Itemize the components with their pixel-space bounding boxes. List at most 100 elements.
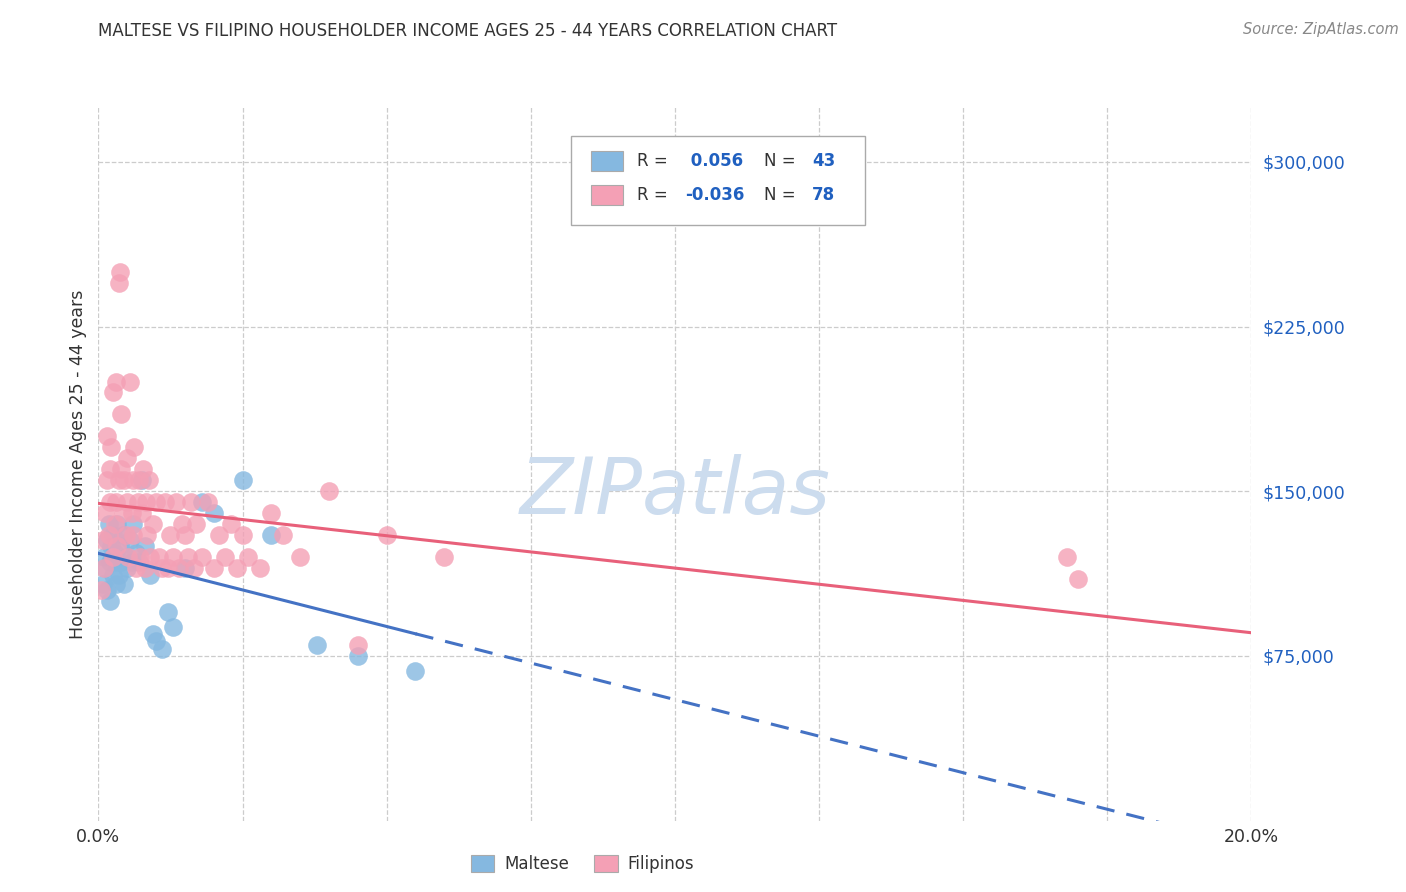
Point xyxy=(101,550,124,565)
Point xyxy=(1067,572,1090,586)
Point xyxy=(110,555,132,569)
Point xyxy=(162,620,184,634)
Point xyxy=(150,642,173,657)
Point xyxy=(117,561,138,575)
Point xyxy=(122,528,145,542)
Point xyxy=(180,495,202,509)
Point xyxy=(177,550,200,565)
Point xyxy=(100,441,122,455)
Point xyxy=(260,528,283,542)
Point xyxy=(125,546,148,560)
Point xyxy=(110,462,132,476)
Point xyxy=(122,517,145,532)
Point xyxy=(107,276,129,290)
Point xyxy=(122,473,145,487)
Point xyxy=(148,550,170,565)
Point xyxy=(208,528,231,542)
Point xyxy=(107,473,129,487)
Point xyxy=(318,484,340,499)
Point xyxy=(238,550,260,565)
Point xyxy=(96,583,118,598)
Point xyxy=(197,495,219,509)
Point xyxy=(150,561,173,575)
Point xyxy=(202,506,225,520)
Point xyxy=(138,473,160,487)
Point xyxy=(110,539,132,553)
Point xyxy=(101,567,124,582)
Point xyxy=(101,385,124,400)
Point xyxy=(94,561,117,575)
Text: -0.036: -0.036 xyxy=(685,186,745,203)
Point xyxy=(105,517,128,532)
Point xyxy=(1056,550,1078,565)
Point xyxy=(91,576,114,591)
Point xyxy=(136,528,159,542)
Point xyxy=(115,528,138,542)
Point xyxy=(127,495,149,509)
Point xyxy=(165,495,187,509)
Text: R =: R = xyxy=(637,186,668,203)
Point xyxy=(111,528,134,542)
Point xyxy=(100,539,122,553)
Point xyxy=(183,561,205,575)
Text: N =: N = xyxy=(763,186,796,203)
Point xyxy=(231,528,254,542)
Point xyxy=(90,583,112,598)
Text: MALTESE VS FILIPINO HOUSEHOLDER INCOME AGES 25 - 44 YEARS CORRELATION CHART: MALTESE VS FILIPINO HOUSEHOLDER INCOME A… xyxy=(98,22,838,40)
Text: 43: 43 xyxy=(813,152,835,169)
Point xyxy=(96,473,118,487)
Point xyxy=(375,528,398,542)
Point xyxy=(98,555,121,569)
Point xyxy=(98,462,121,476)
Point xyxy=(156,561,179,575)
FancyBboxPatch shape xyxy=(591,151,623,170)
Point xyxy=(132,462,155,476)
Point xyxy=(110,408,132,422)
Point xyxy=(103,517,125,532)
Point xyxy=(307,638,329,652)
Point xyxy=(142,517,165,532)
Point xyxy=(128,555,150,569)
Point xyxy=(249,561,271,575)
Point xyxy=(94,506,117,520)
Point xyxy=(142,627,165,641)
Point xyxy=(93,550,115,565)
Point xyxy=(219,517,242,532)
Point xyxy=(131,473,153,487)
Point xyxy=(156,605,179,619)
Point xyxy=(186,517,208,532)
Text: ZIPatlas: ZIPatlas xyxy=(519,454,831,531)
Point xyxy=(433,550,456,565)
Point xyxy=(346,638,368,652)
Point xyxy=(104,555,127,569)
Point xyxy=(260,506,283,520)
Y-axis label: Householder Income Ages 25 - 44 years: Householder Income Ages 25 - 44 years xyxy=(69,289,87,639)
Point xyxy=(153,495,176,509)
Point xyxy=(117,495,138,509)
Point xyxy=(111,506,134,520)
Point xyxy=(162,550,184,565)
Legend: Maltese, Filipinos: Maltese, Filipinos xyxy=(464,848,702,880)
Point xyxy=(122,441,145,455)
Text: 78: 78 xyxy=(813,186,835,203)
Point xyxy=(214,550,236,565)
Point xyxy=(120,533,142,547)
Point xyxy=(134,561,156,575)
Point xyxy=(96,429,118,443)
Text: 0.056: 0.056 xyxy=(685,152,744,169)
Point xyxy=(139,550,162,565)
Point xyxy=(103,546,125,560)
Point xyxy=(134,539,156,553)
Point xyxy=(128,473,150,487)
Text: N =: N = xyxy=(763,152,796,169)
FancyBboxPatch shape xyxy=(591,185,623,205)
Point xyxy=(101,528,124,542)
Point xyxy=(98,495,121,509)
Point xyxy=(98,594,121,608)
Point xyxy=(145,495,167,509)
Point xyxy=(125,561,148,575)
Point xyxy=(145,633,167,648)
Point xyxy=(225,561,247,575)
Point xyxy=(191,550,214,565)
Point xyxy=(346,648,368,663)
